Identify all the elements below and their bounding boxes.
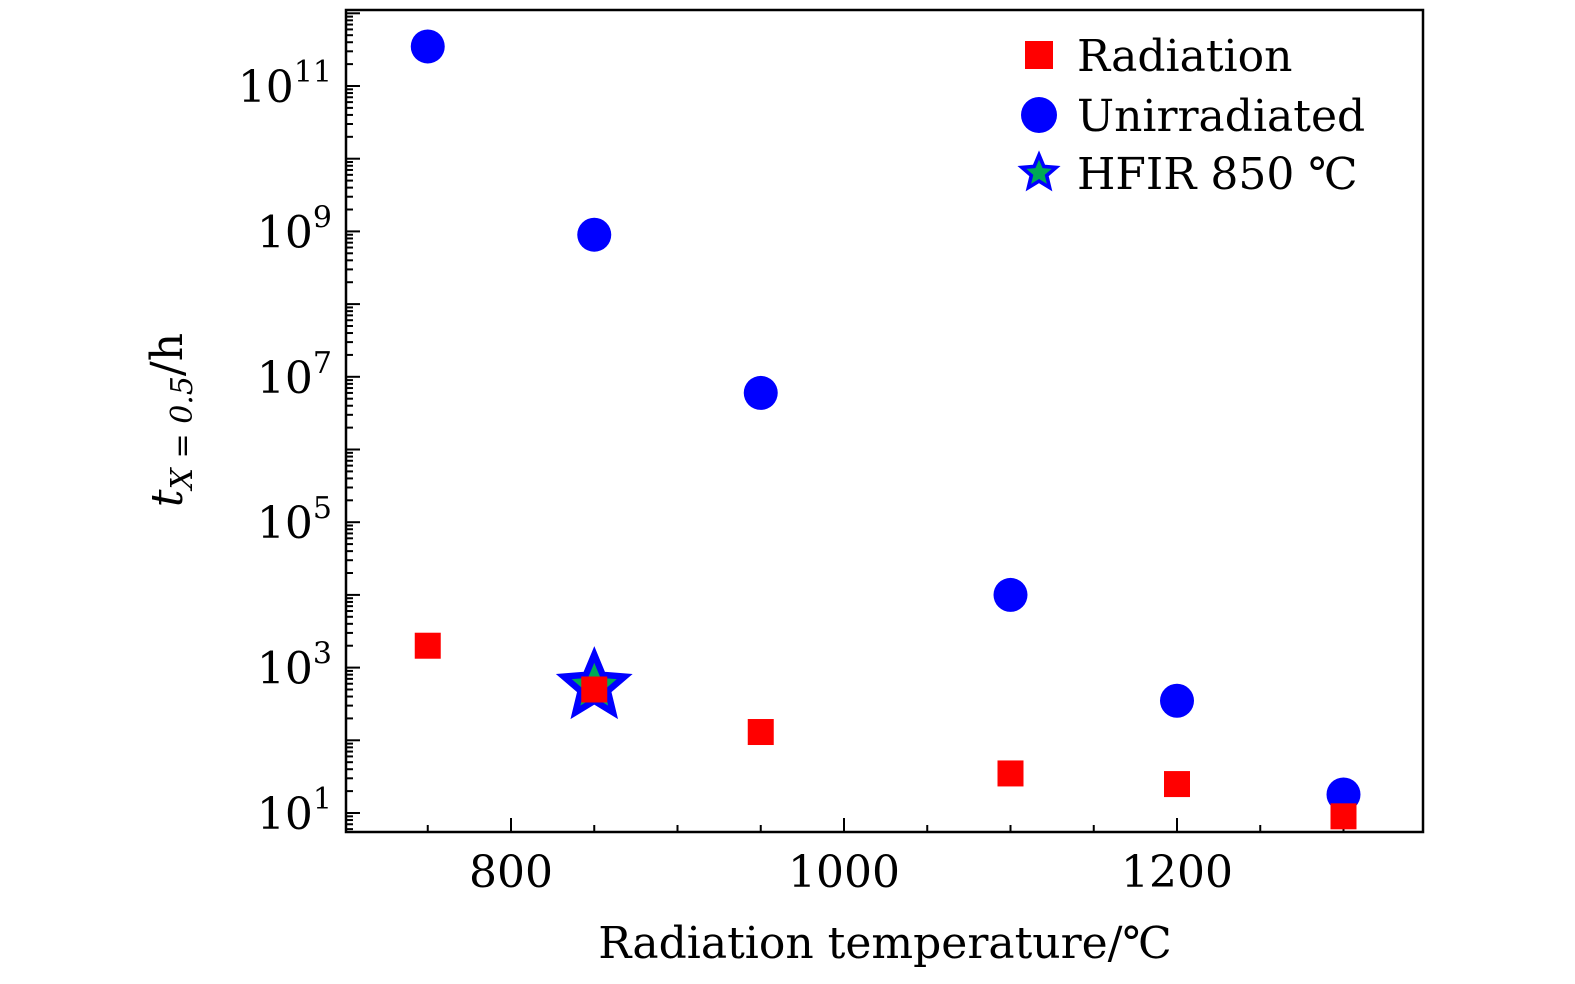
- legend-marker-square: [1025, 41, 1053, 69]
- x-tick-labels: 800 1000 1200: [469, 847, 1233, 898]
- data-point-circle: [1326, 777, 1361, 812]
- y-tick-label-base: 10: [257, 207, 313, 258]
- y-tick-label: 109: [257, 200, 332, 258]
- data-point-circle: [993, 577, 1028, 612]
- y-tick-label: 105: [257, 491, 332, 549]
- y-tick-label-exponent: 5: [313, 491, 332, 526]
- data-point-square: [1164, 771, 1190, 798]
- data-point-circle: [577, 217, 612, 252]
- x-tick-label: 800: [469, 847, 553, 898]
- legend-label: HFIR 850 ℃: [1077, 149, 1358, 200]
- y-tick-label: 101: [257, 782, 332, 840]
- data-markers: [410, 29, 1361, 830]
- data-point-square: [1330, 803, 1357, 830]
- y-tick-label-exponent: 7: [313, 346, 332, 381]
- x-tick-label: 1200: [1121, 847, 1233, 898]
- y-tick-label: 103: [257, 637, 332, 695]
- svg-text:tX = 0.5/h: tX = 0.5/h: [142, 333, 200, 507]
- data-point-circle: [410, 29, 445, 64]
- y-axis-label: tX = 0.5/h: [142, 333, 200, 507]
- y-tick-label-exponent: 1: [313, 782, 332, 817]
- data-point-square: [414, 632, 441, 659]
- y-tick-label-base: 10: [238, 62, 294, 113]
- y-axis-label-base: t: [142, 489, 193, 507]
- y-tick-label-exponent: 3: [313, 637, 332, 672]
- y-tick-label-base: 10: [257, 353, 313, 404]
- data-point-square: [747, 719, 774, 746]
- data-point-circle: [743, 375, 778, 410]
- data-point-circle: [1160, 683, 1194, 718]
- axis-ticks: [346, 12, 1345, 832]
- y-tick-label-exponent: 11: [294, 55, 332, 90]
- y-tick-label-base: 10: [257, 644, 313, 695]
- data-point-square: [581, 676, 608, 703]
- y-tick-label: 107: [257, 346, 332, 404]
- y-axis-label-subscript: X = 0.5: [165, 376, 200, 491]
- x-tick-label: 1000: [788, 847, 900, 898]
- x-axis-label: Radiation temperature/℃: [598, 918, 1171, 969]
- legend-label: Radiation: [1077, 31, 1292, 82]
- y-tick-label-base: 10: [257, 789, 313, 840]
- plot-area-frame: [344, 8, 1425, 834]
- y-tick-label: 1011: [238, 55, 332, 113]
- y-axis-label-suffix: /h: [142, 333, 193, 376]
- data-point-square: [997, 760, 1024, 787]
- legend-marker-star: [1017, 150, 1061, 192]
- legend: Radiation Unirradiated HFIR 850 ℃: [1017, 31, 1365, 200]
- legend-label: Unirradiated: [1077, 91, 1365, 142]
- y-tick-label-base: 10: [257, 498, 313, 549]
- legend-marker-circle: [1021, 97, 1057, 133]
- y-tick-label-exponent: 9: [313, 200, 332, 235]
